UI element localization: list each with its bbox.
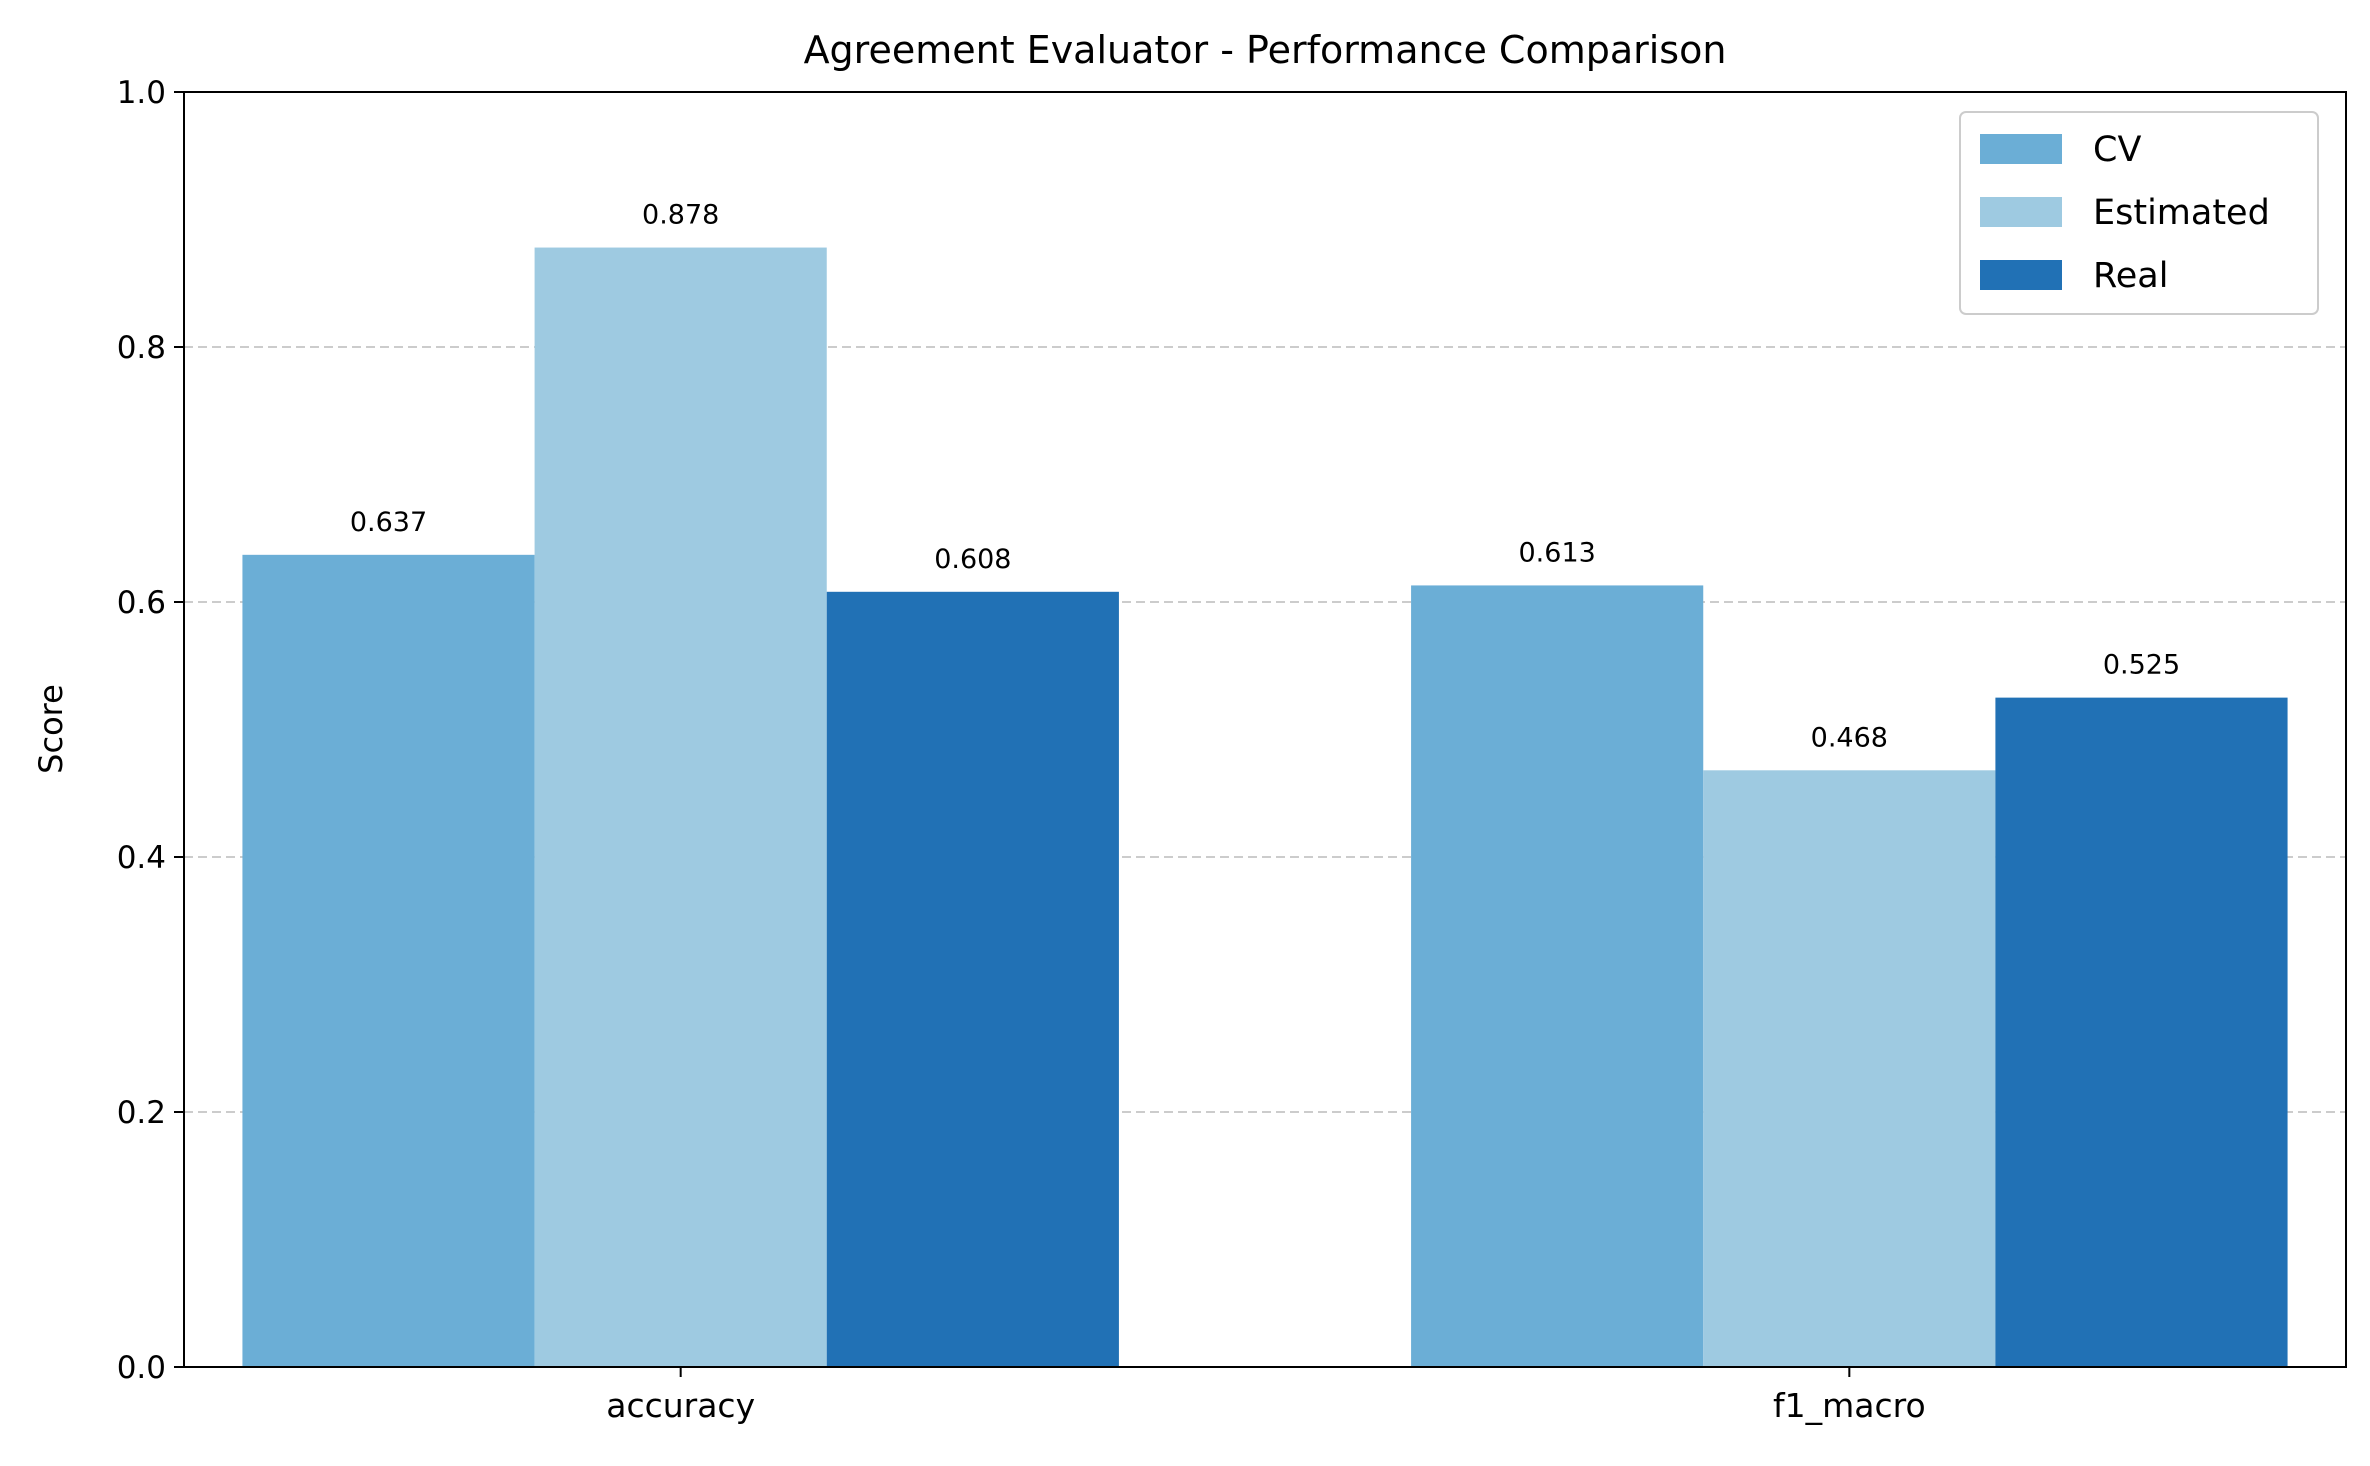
x-axis: accuracy f1_macro [606,1367,1926,1425]
bar-value-label: 0.525 [2103,650,2180,681]
gridlines [184,346,2346,1113]
y-axis-label: Score [32,684,70,774]
legend-label-real: Real [2093,256,2168,296]
bars [242,247,2288,1367]
y-tick-label: 0.0 [117,1350,166,1386]
chart-title: Agreement Evaluator - Performance Compar… [804,28,1727,72]
bar-value-label: 0.878 [642,200,719,231]
bar-value-label: 0.468 [1811,722,1888,753]
y-tick-label: 0.8 [117,330,166,366]
y-tick-label: 0.6 [117,585,166,621]
y-tick-label: 0.2 [117,1095,166,1131]
bar-cv-f1_macro [1411,585,1704,1367]
bar-value-label: 0.608 [934,544,1011,575]
bar-value-label: 0.637 [350,507,427,538]
y-tick-label: 0.4 [117,840,166,876]
bar-cv-accuracy [242,554,535,1367]
plot-frame [183,91,2347,1368]
bar-value-label: 0.613 [1519,537,1596,568]
bar-estimated-f1_macro [1703,770,1996,1367]
bar-real-accuracy [826,591,1119,1367]
legend-swatch-real [1980,260,2062,290]
x-tick-label: f1_macro [1773,1386,1926,1425]
legend-swatch-cv [1980,134,2062,164]
legend: CV Estimated Real [1959,111,2319,315]
y-axis: 0.0 0.2 0.4 0.6 0.8 1.0 [117,75,184,1386]
legend-label-estimated: Estimated [2093,193,2270,233]
legend-label-cv: CV [2093,130,2141,170]
bar-real-f1_macro [1995,697,2288,1367]
bar-value-labels: 0.637 0.613 0.878 0.468 0.608 0.525 [350,200,2180,754]
x-tick-label: accuracy [606,1386,755,1425]
legend-swatch-estimated [1980,197,2062,227]
y-tick-label: 1.0 [117,75,166,111]
bar-estimated-accuracy [534,247,827,1367]
